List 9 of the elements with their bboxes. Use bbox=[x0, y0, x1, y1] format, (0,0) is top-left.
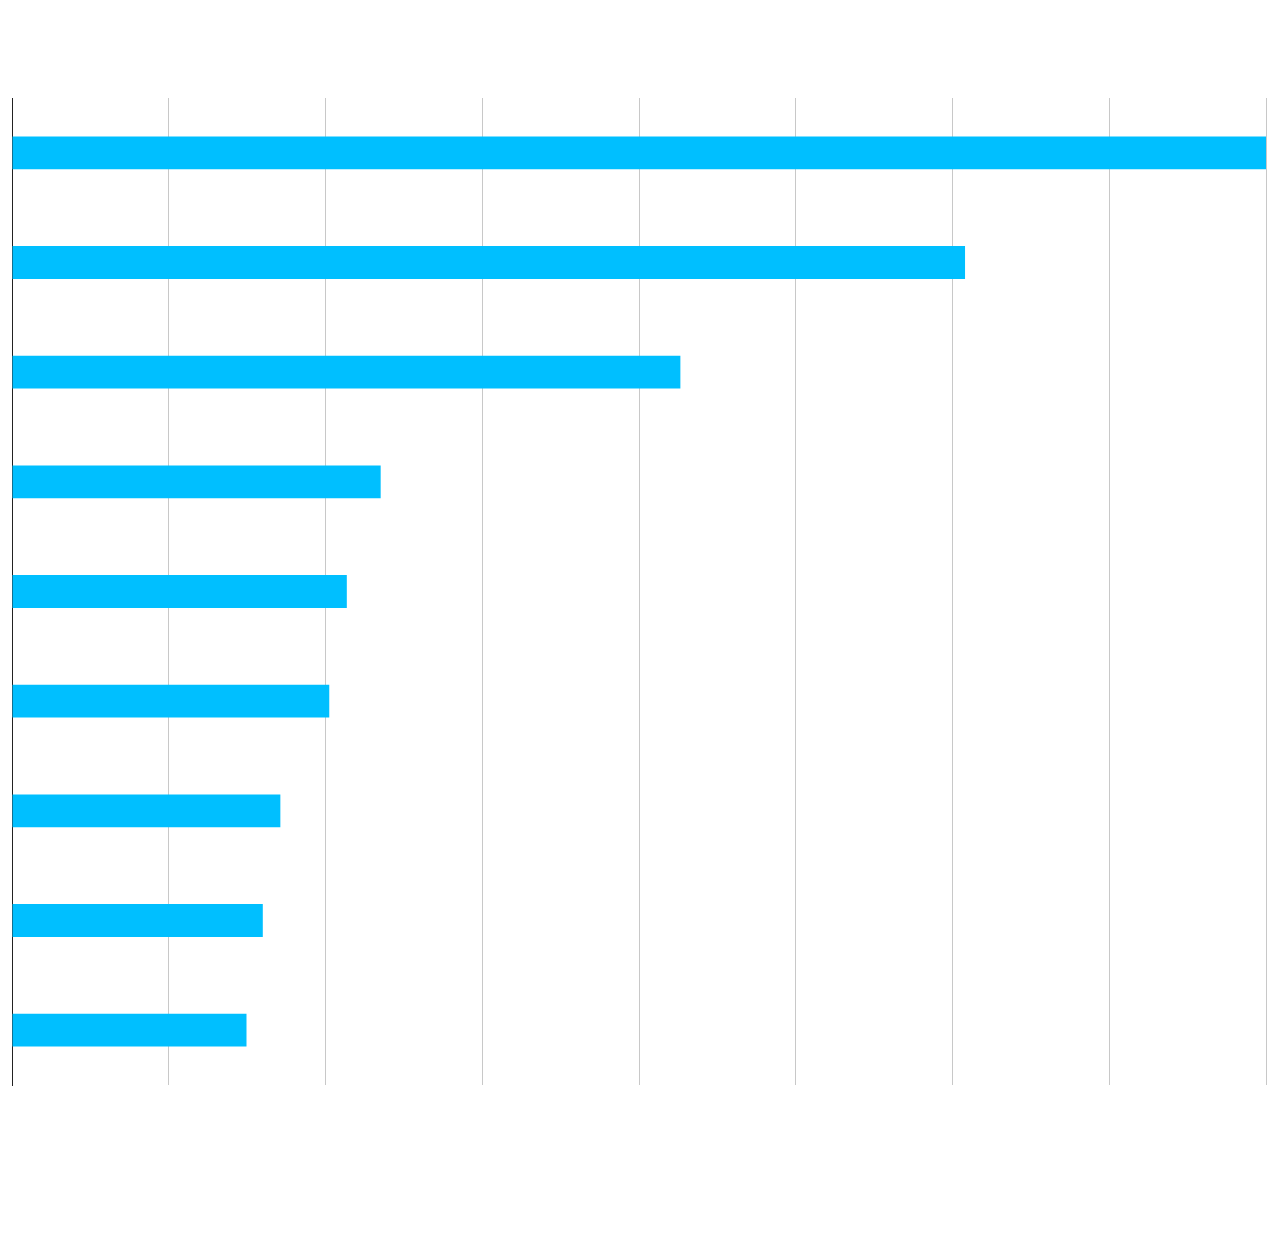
bar bbox=[12, 355, 681, 389]
bar bbox=[12, 246, 966, 279]
bar bbox=[12, 575, 347, 608]
bar bbox=[12, 684, 330, 718]
bar bbox=[12, 465, 381, 499]
bar bbox=[12, 794, 281, 828]
bar bbox=[12, 1013, 247, 1047]
bar bbox=[12, 136, 1266, 170]
bar bbox=[12, 904, 263, 937]
